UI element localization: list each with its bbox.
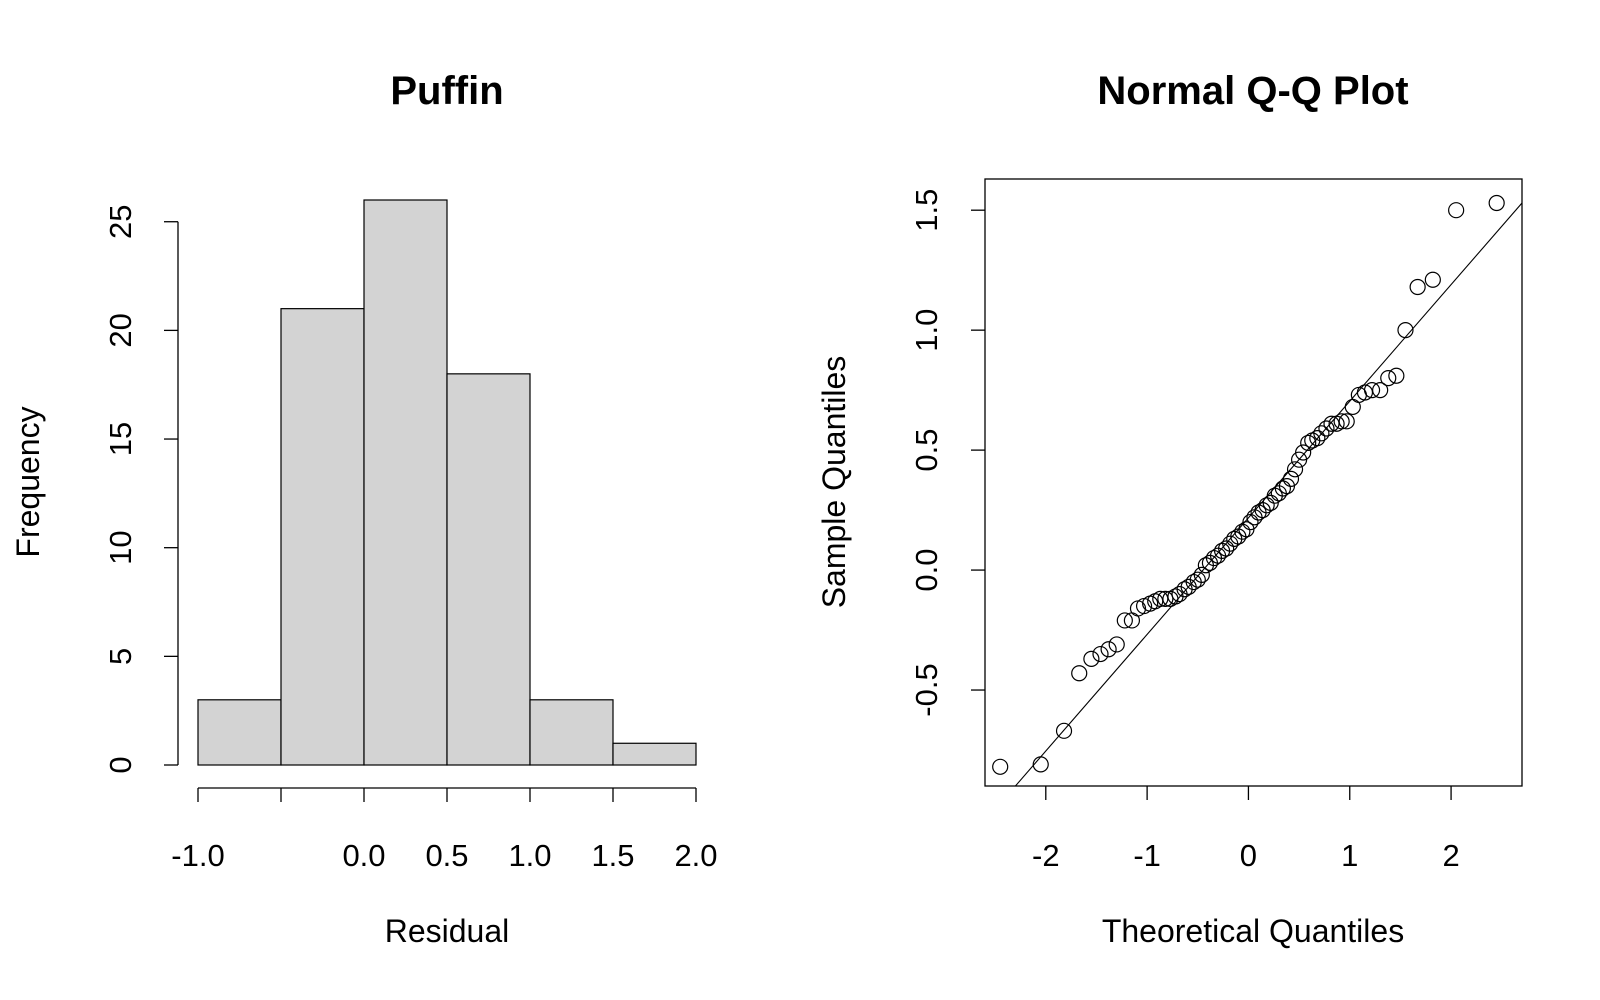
qq-point	[1116, 612, 1133, 629]
qq-y-tick-label: -0.5	[909, 663, 944, 716]
histogram-bar	[363, 199, 448, 766]
qq-point	[1282, 470, 1300, 488]
qq-point	[1295, 444, 1312, 461]
qq-point	[1234, 523, 1251, 540]
qq-point	[1071, 665, 1088, 682]
histogram-x-tick-label: 0.0	[342, 838, 385, 873]
qq-point	[1313, 425, 1330, 442]
qq-points	[992, 194, 1505, 775]
qq-point	[1055, 722, 1073, 739]
qq-point	[1300, 434, 1317, 452]
histogram-x-axis: -1.0 0.0 0.5 1.0 1.5 2.0	[171, 787, 718, 873]
qq-x-tick-label: 0	[1240, 838, 1257, 873]
qq-point	[1448, 202, 1465, 219]
qq-point	[1108, 636, 1125, 653]
qq-point	[1286, 461, 1304, 478]
qq-plot-box	[984, 178, 1523, 787]
histogram-y-tick-label: 20	[103, 313, 138, 347]
histogram-title: Puffin	[390, 69, 503, 113]
qq-reference-line	[1014, 202, 1522, 786]
histogram-bar	[529, 699, 614, 766]
qq-point	[1193, 566, 1210, 583]
histogram-y-axis: 0 5 10 15 20 25	[103, 204, 179, 774]
qq-x-tick-label: -1	[1133, 838, 1161, 873]
histogram-x-tick-label: 0.5	[425, 838, 468, 873]
histogram-y-axis-label: Frequency	[10, 406, 46, 557]
histogram-x-tick-label: 1.5	[591, 838, 634, 873]
qq-point	[1397, 322, 1414, 339]
qq-point	[1242, 513, 1259, 531]
histogram-y-tick-label: 25	[103, 204, 138, 238]
histogram-bar	[197, 699, 282, 766]
qq-point	[1380, 370, 1397, 387]
histogram-bar	[280, 308, 365, 766]
qq-plot-panel: Normal Q-Q Plot Theoretical Quantiles Sa…	[816, 69, 1523, 949]
qq-point	[1274, 480, 1291, 497]
qq-x-axis-label: Theoretical Quantiles	[1102, 913, 1404, 949]
qq-point	[1363, 382, 1381, 399]
qq-reference-line-group	[1014, 202, 1522, 786]
qq-point	[1258, 497, 1275, 514]
qq-plot-title: Normal Q-Q Plot	[1097, 69, 1408, 113]
histogram-x-tick-label: 2.0	[674, 838, 717, 873]
qq-point	[1333, 413, 1350, 430]
qq-point	[1092, 645, 1109, 663]
qq-y-tick-label: 0.5	[909, 429, 944, 472]
qq-point	[1218, 540, 1235, 557]
qq-point	[1344, 398, 1361, 416]
qq-point	[1388, 367, 1405, 384]
qq-x-tick-label: 2	[1442, 838, 1459, 873]
qq-point	[1309, 430, 1326, 447]
histogram-panel: Puffin Residual Frequency -1.0 0.0 0.5 1.0 1…	[10, 69, 718, 949]
histogram-y-tick-label: 5	[103, 648, 138, 665]
histogram-bar	[446, 373, 531, 766]
qq-y-tick-label: 1.0	[909, 309, 944, 352]
qq-point	[1488, 194, 1505, 212]
qq-y-tick-label: 0.0	[909, 549, 944, 592]
histogram-y-tick-label: 10	[103, 530, 138, 564]
histogram-bars	[197, 199, 697, 766]
histogram-x-tick-label: -1.0	[171, 838, 224, 873]
qq-y-axis-label: Sample Quantiles	[816, 356, 852, 609]
histogram-x-tick-label: 1.0	[508, 838, 551, 873]
qq-y-axis: -0.5 0.0 0.5 1.0 1.5	[909, 189, 985, 717]
qq-point	[1083, 650, 1100, 667]
qq-point	[1157, 590, 1174, 607]
qq-x-axis: -2 -1 0 1 2	[1032, 786, 1460, 873]
qq-point	[1338, 413, 1355, 430]
qq-point	[1318, 420, 1335, 437]
qq-point	[1424, 271, 1441, 288]
qq-point	[1409, 278, 1426, 296]
qq-point	[1032, 756, 1049, 773]
histogram-y-tick-label: 15	[103, 422, 138, 456]
histogram-y-tick-label: 0	[103, 756, 138, 773]
qq-point	[1100, 641, 1117, 658]
qq-x-tick-label: 1	[1341, 838, 1358, 873]
qq-x-tick-label: -2	[1032, 838, 1060, 873]
histogram-x-axis-label: Residual	[385, 913, 510, 949]
qq-y-tick-label: 1.5	[909, 189, 944, 232]
histogram-bar	[612, 742, 697, 766]
qq-point	[1189, 571, 1206, 588]
qq-point	[1372, 382, 1389, 399]
qq-point	[992, 758, 1009, 775]
